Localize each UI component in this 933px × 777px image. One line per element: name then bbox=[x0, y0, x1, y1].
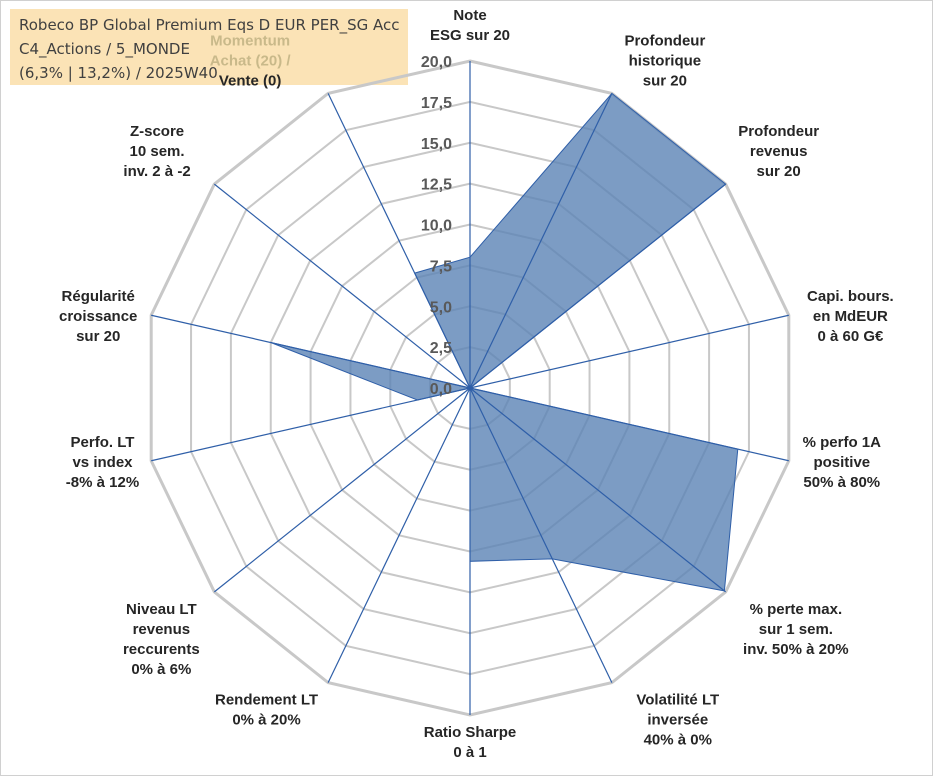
tick-label: 10,0 bbox=[421, 218, 452, 235]
series-area bbox=[271, 93, 738, 590]
tick-label: 15,0 bbox=[421, 136, 452, 153]
tick-label: 17,5 bbox=[421, 95, 452, 112]
axis-label: % perte max.sur 1 sem.inv. 50% à 20% bbox=[743, 601, 849, 658]
axis-spoke bbox=[328, 388, 470, 683]
tick-label: 20,0 bbox=[421, 54, 452, 71]
tick-label: 0,0 bbox=[430, 381, 452, 398]
tick-label: 7,5 bbox=[430, 258, 452, 275]
tick-label: 5,0 bbox=[430, 299, 452, 316]
tick-label: 12,5 bbox=[421, 177, 452, 194]
tick-label: 2,5 bbox=[430, 340, 452, 357]
